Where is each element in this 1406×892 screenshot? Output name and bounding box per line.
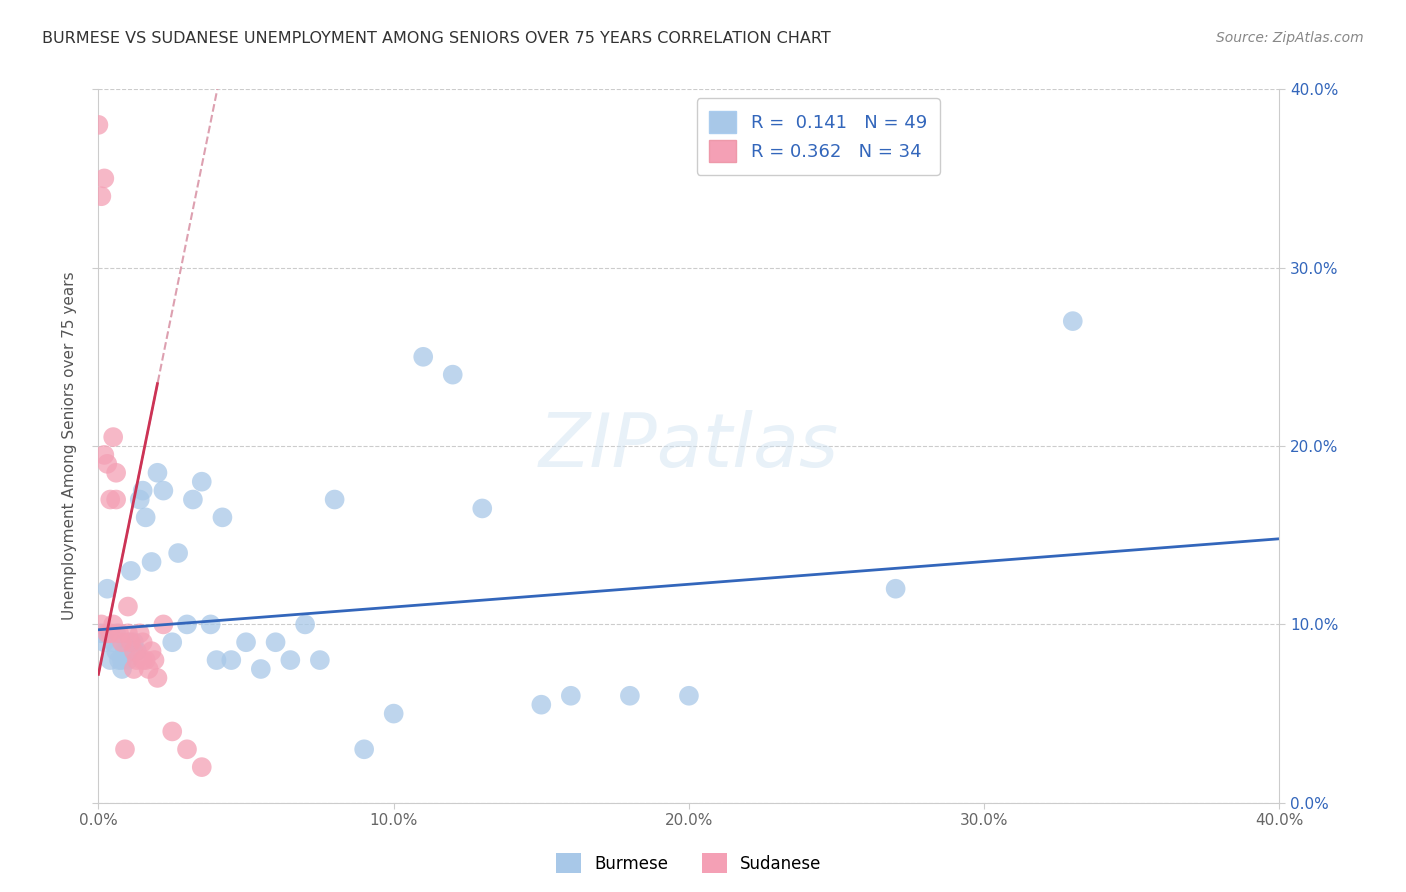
- Point: [135, 653, 157, 667]
- Point: [141, 644, 163, 658]
- Point: [96, 626, 118, 640]
- Point: [105, 466, 128, 480]
- Point: [141, 555, 163, 569]
- Point: [441, 368, 464, 382]
- Point: [132, 483, 155, 498]
- Point: [353, 742, 375, 756]
- Point: [176, 617, 198, 632]
- Point: [93, 448, 115, 462]
- Point: [120, 635, 142, 649]
- Point: [93, 635, 115, 649]
- Point: [162, 635, 183, 649]
- Y-axis label: Unemployment Among Seniors over 75 years: Unemployment Among Seniors over 75 years: [62, 272, 77, 620]
- Point: [111, 653, 134, 667]
- Point: [294, 617, 316, 632]
- Point: [90, 189, 112, 203]
- Point: [108, 626, 131, 640]
- Point: [128, 492, 150, 507]
- Point: [111, 662, 134, 676]
- Point: [138, 662, 160, 676]
- Point: [205, 653, 228, 667]
- Point: [278, 653, 302, 667]
- Point: [191, 475, 214, 489]
- Point: [181, 492, 204, 507]
- Point: [117, 599, 139, 614]
- Point: [103, 635, 125, 649]
- Point: [117, 653, 139, 667]
- Point: [135, 510, 157, 524]
- Point: [105, 644, 128, 658]
- Text: Source: ZipAtlas.com: Source: ZipAtlas.com: [1216, 31, 1364, 45]
- Point: [235, 635, 257, 649]
- Point: [117, 635, 139, 649]
- Point: [200, 617, 222, 632]
- Point: [412, 350, 434, 364]
- Point: [90, 617, 112, 632]
- Point: [471, 501, 494, 516]
- Text: ZIPatlas: ZIPatlas: [538, 410, 839, 482]
- Point: [678, 689, 700, 703]
- Point: [132, 653, 155, 667]
- Point: [619, 689, 641, 703]
- Point: [105, 626, 128, 640]
- Point: [122, 644, 145, 658]
- Legend: Burmese, Sudanese: Burmese, Sudanese: [550, 847, 828, 880]
- Point: [152, 617, 174, 632]
- Point: [1062, 314, 1084, 328]
- Point: [211, 510, 233, 524]
- Point: [98, 653, 121, 667]
- Point: [122, 662, 145, 676]
- Point: [219, 653, 242, 667]
- Point: [117, 626, 139, 640]
- Point: [87, 118, 110, 132]
- Point: [264, 635, 287, 649]
- Point: [103, 430, 125, 444]
- Point: [90, 626, 112, 640]
- Point: [323, 492, 346, 507]
- Point: [152, 483, 174, 498]
- Point: [125, 644, 148, 658]
- Point: [167, 546, 190, 560]
- Point: [96, 457, 118, 471]
- Point: [122, 635, 145, 649]
- Point: [125, 653, 148, 667]
- Point: [108, 653, 131, 667]
- Point: [120, 564, 142, 578]
- Point: [309, 653, 332, 667]
- Point: [98, 626, 121, 640]
- Point: [191, 760, 214, 774]
- Point: [96, 582, 118, 596]
- Point: [176, 742, 198, 756]
- Point: [530, 698, 553, 712]
- Point: [111, 635, 134, 649]
- Point: [128, 626, 150, 640]
- Point: [146, 466, 169, 480]
- Point: [132, 635, 155, 649]
- Point: [250, 662, 273, 676]
- Point: [114, 742, 136, 756]
- Point: [114, 644, 136, 658]
- Point: [382, 706, 405, 721]
- Point: [93, 171, 115, 186]
- Point: [884, 582, 907, 596]
- Text: BURMESE VS SUDANESE UNEMPLOYMENT AMONG SENIORS OVER 75 YEARS CORRELATION CHART: BURMESE VS SUDANESE UNEMPLOYMENT AMONG S…: [42, 31, 831, 46]
- Point: [103, 617, 125, 632]
- Point: [105, 492, 128, 507]
- Point: [98, 492, 121, 507]
- Point: [143, 653, 166, 667]
- Point: [560, 689, 582, 703]
- Point: [162, 724, 183, 739]
- Point: [146, 671, 169, 685]
